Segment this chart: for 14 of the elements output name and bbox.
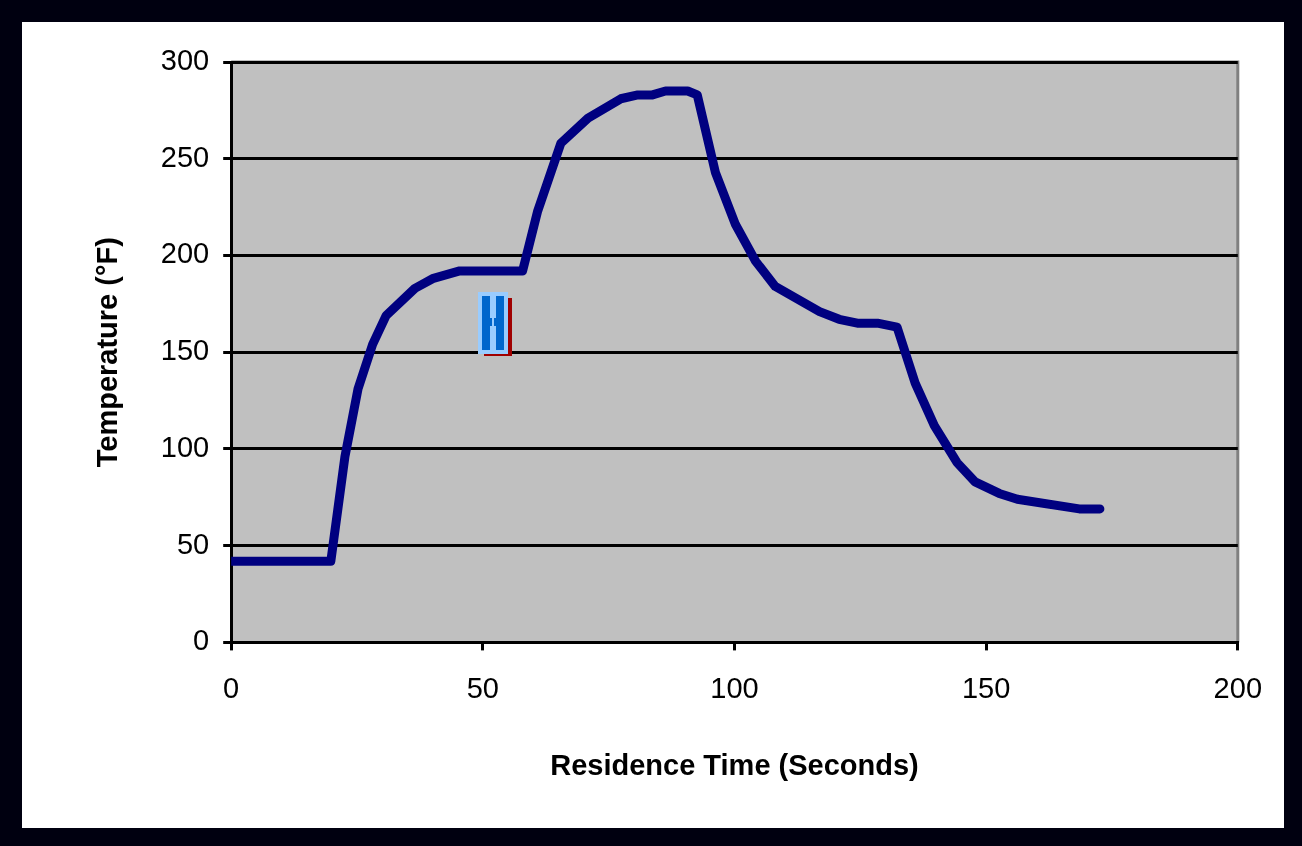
y-tick-label: 250 (160, 140, 210, 173)
x-tick-label: 50 (466, 671, 499, 704)
x-tick-label: 100 (710, 671, 759, 704)
y-axis-title: Temperature (°F) (91, 237, 124, 468)
y-tick-label: 300 (160, 44, 210, 76)
y-tick-label: 100 (160, 430, 210, 463)
y-tick-label: 150 (160, 334, 210, 367)
y-tick-label: 0 (193, 624, 210, 657)
x-tick-label: 200 (1213, 671, 1262, 704)
y-tick-label: 50 (176, 527, 210, 560)
x-tick-label: 0 (223, 671, 240, 704)
x-axis-title: Residence Time (Seconds) (550, 748, 919, 781)
y-tick-label: 200 (160, 237, 210, 270)
x-tick-label: 150 (961, 671, 1011, 704)
